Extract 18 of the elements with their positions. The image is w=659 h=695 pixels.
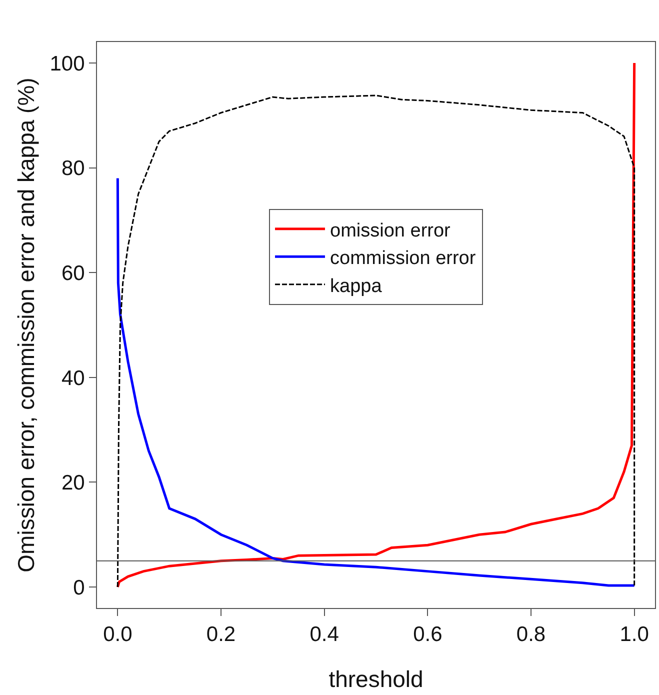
x-tick-label: 0.0: [103, 623, 132, 646]
x-axis-title: threshold: [328, 666, 424, 692]
y-tick-label: 80: [61, 157, 85, 180]
legend-label: kappa: [330, 276, 382, 297]
x-tick-label: 1.0: [620, 623, 649, 646]
x-tick-label: 0.2: [206, 623, 236, 646]
y-tick-label: 0: [73, 576, 85, 600]
y-tick-label: 20: [61, 472, 85, 495]
line-series: [116, 177, 636, 587]
y-tick-label: 60: [61, 262, 85, 285]
legend-label: omission error: [330, 220, 452, 242]
x-tick-label: 0.4: [310, 623, 340, 646]
y-axis-title: Omission error, commission error and kappa (%): [13, 78, 40, 572]
x-tick-label: 0.6: [413, 623, 442, 646]
x-tick-label: 0.8: [516, 623, 546, 646]
y-tick-label: 100: [50, 52, 85, 76]
y-tick-label: 40: [61, 366, 85, 390]
legend-label: commission error: [330, 248, 476, 270]
